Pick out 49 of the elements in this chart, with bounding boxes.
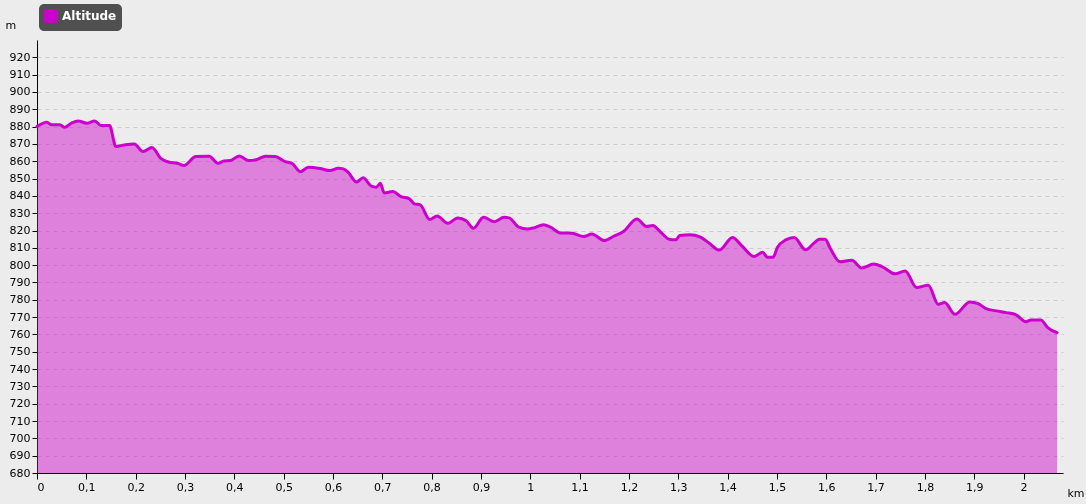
y-tick-label: 720 bbox=[9, 397, 31, 411]
x-tick-label: 1,3 bbox=[670, 480, 688, 494]
x-tick-label: 1 bbox=[527, 480, 535, 494]
y-tick-label: 880 bbox=[9, 120, 31, 134]
y-tick-label: 900 bbox=[9, 85, 31, 99]
x-tick-label: 0,1 bbox=[78, 480, 96, 494]
y-tick-label: 760 bbox=[9, 327, 31, 341]
x-tick-label: 0 bbox=[37, 480, 45, 494]
x-tick-label: 0,2 bbox=[127, 480, 145, 494]
x-tick-label: 0,5 bbox=[275, 480, 293, 494]
x-tick-label: 1,4 bbox=[719, 480, 737, 494]
x-tick-label: 0,4 bbox=[226, 480, 244, 494]
y-tick-label: 890 bbox=[9, 102, 31, 116]
x-tick-label: 1,2 bbox=[620, 480, 639, 494]
y-tick-label: 680 bbox=[9, 466, 31, 480]
y-tick-label: 700 bbox=[9, 431, 31, 445]
x-tick-label: 1,7 bbox=[867, 480, 885, 494]
x-tick-label: 1,9 bbox=[965, 480, 984, 494]
x-tick-label: 1,8 bbox=[916, 480, 935, 494]
y-tick-label: 860 bbox=[9, 154, 31, 168]
x-tick-label: 0,9 bbox=[472, 480, 491, 494]
y-tick-label: 780 bbox=[9, 293, 31, 307]
y-tick-label: 920 bbox=[9, 50, 31, 64]
x-tick-label: 0,3 bbox=[176, 480, 195, 494]
y-tick-label: 830 bbox=[9, 206, 31, 220]
legend-label: Altitude bbox=[62, 9, 117, 23]
y-tick-label: 800 bbox=[9, 258, 31, 272]
x-tick-label: 1,6 bbox=[817, 480, 836, 494]
x-tick-label: 0,7 bbox=[374, 480, 392, 494]
x-tick-label: 1,1 bbox=[571, 480, 589, 494]
y-tick-label: 750 bbox=[9, 345, 31, 359]
y-tick-label: 820 bbox=[9, 224, 31, 238]
y-tick-label: 810 bbox=[9, 241, 31, 255]
x-axis-title: km bbox=[1067, 486, 1085, 500]
x-tick-label: 1,5 bbox=[768, 480, 787, 494]
x-tick-label: 0,8 bbox=[423, 480, 441, 494]
y-tick-label: 710 bbox=[9, 414, 31, 428]
y-tick-label: 910 bbox=[9, 68, 31, 82]
y-tick-label: 730 bbox=[9, 379, 31, 393]
y-axis-title: m bbox=[5, 18, 17, 32]
x-tick-label: 0,6 bbox=[324, 480, 343, 494]
y-tick-label: 740 bbox=[9, 362, 31, 376]
y-tick-label: 840 bbox=[9, 189, 31, 203]
y-tick-label: 870 bbox=[9, 137, 31, 151]
x-tick-label: 2 bbox=[1020, 480, 1028, 494]
y-tick-label: 790 bbox=[9, 275, 31, 289]
y-tick-label: 770 bbox=[9, 310, 31, 324]
y-tick-label: 690 bbox=[9, 449, 31, 463]
y-tick-label: 850 bbox=[9, 172, 31, 186]
